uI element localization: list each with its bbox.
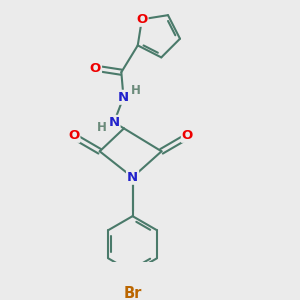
- Text: Br: Br: [123, 286, 142, 300]
- Text: N: N: [118, 91, 129, 104]
- Text: N: N: [108, 116, 119, 129]
- Text: O: O: [182, 129, 193, 142]
- Text: O: O: [68, 129, 80, 142]
- Text: O: O: [90, 62, 101, 75]
- Text: H: H: [97, 121, 107, 134]
- Text: O: O: [136, 13, 148, 26]
- Text: N: N: [127, 171, 138, 184]
- Text: H: H: [131, 84, 140, 97]
